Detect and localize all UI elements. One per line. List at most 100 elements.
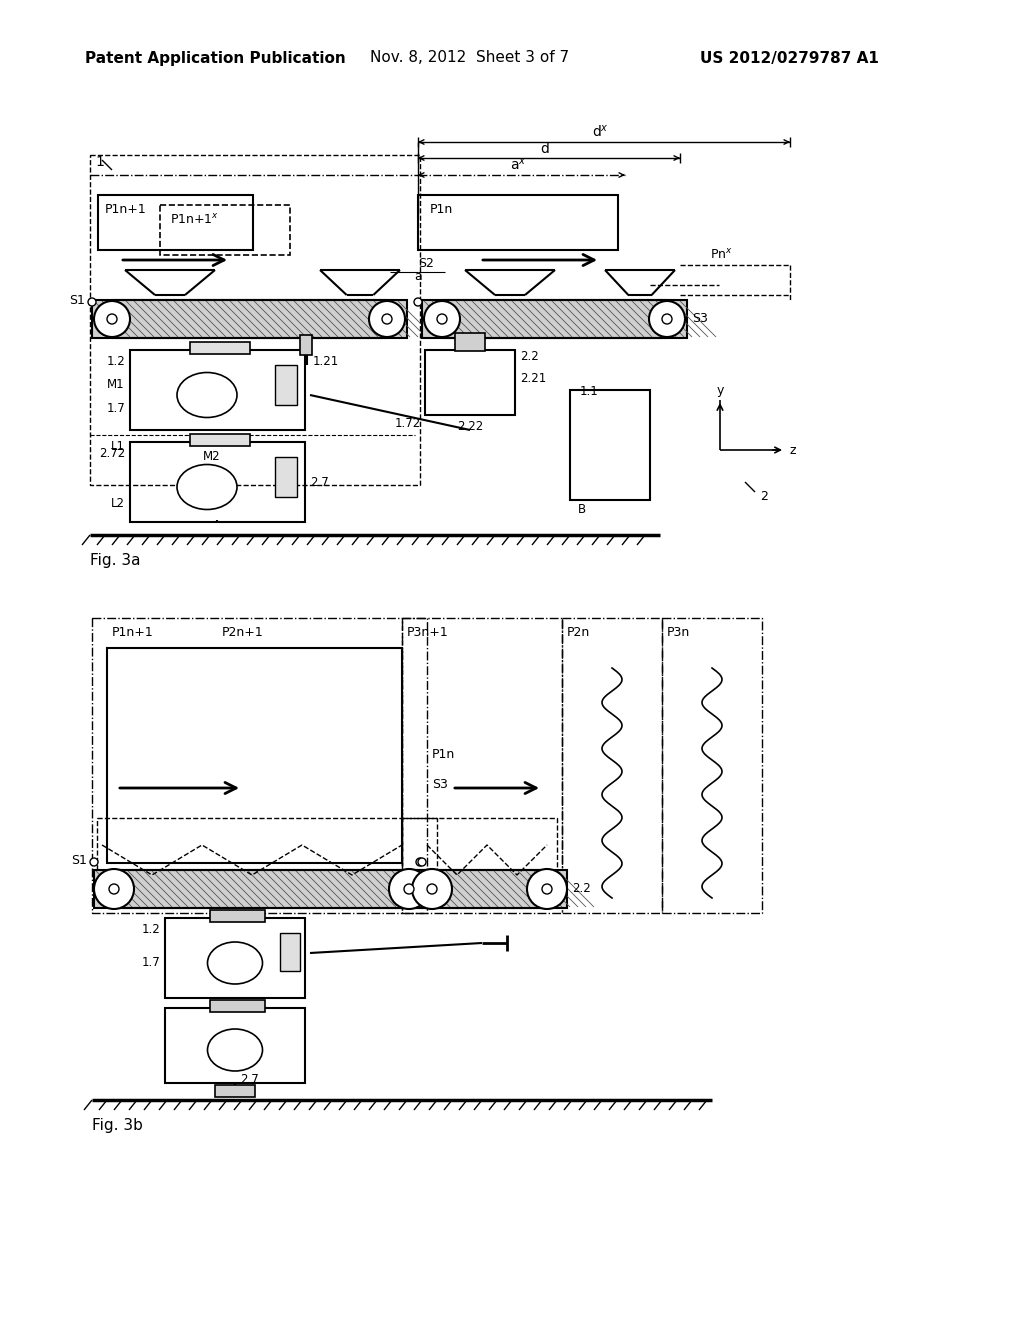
Text: 1.7: 1.7 [106,403,125,414]
Circle shape [649,301,685,337]
Bar [455,333,485,351]
Text: a$^x$: a$^x$ [510,157,526,173]
Text: 2.21: 2.21 [520,372,546,385]
Ellipse shape [177,372,237,417]
Bar [275,366,297,405]
Bar [402,618,562,913]
Bar [98,195,253,249]
Bar [190,342,250,354]
Text: P1n: P1n [432,748,456,762]
Bar [275,457,297,498]
Bar [422,300,687,338]
Bar [165,1008,305,1082]
Bar [562,618,662,913]
Text: Pn$^x$: Pn$^x$ [710,248,733,261]
Text: S2: S2 [418,257,434,271]
Bar [215,1085,255,1097]
Bar [662,618,762,913]
Circle shape [109,884,119,894]
Text: P3n: P3n [667,626,690,639]
Text: 2.2: 2.2 [520,350,539,363]
Bar [165,917,305,998]
Circle shape [418,858,426,866]
Text: 1.2: 1.2 [106,355,125,368]
Text: 2.22: 2.22 [457,420,483,433]
Text: P1n+1$^x$: P1n+1$^x$ [170,213,219,227]
Text: 1.2: 1.2 [141,923,160,936]
Text: M1: M1 [108,378,125,391]
Text: z: z [790,444,797,457]
Bar [97,818,437,883]
Bar [570,389,650,500]
Text: S3: S3 [692,313,708,326]
Text: P1n: P1n [430,203,454,216]
Text: 2.72: 2.72 [98,447,125,459]
Bar [94,870,429,908]
Circle shape [414,298,422,306]
Bar [412,870,567,908]
Text: P2n+1: P2n+1 [222,626,264,639]
Circle shape [542,884,552,894]
Text: a: a [414,271,422,282]
Bar [418,195,618,249]
Circle shape [88,298,96,306]
Text: L1: L1 [111,440,125,453]
Bar [210,909,265,921]
Bar [402,818,557,883]
Text: P1n+1: P1n+1 [105,203,146,216]
Circle shape [437,314,447,323]
Bar [106,648,402,863]
Text: 1.72: 1.72 [395,417,421,430]
Circle shape [106,314,117,323]
Text: M2: M2 [203,450,221,463]
Text: S1: S1 [71,854,87,866]
Text: d$^x$: d$^x$ [592,124,608,140]
Text: S3: S3 [432,777,447,791]
Bar [92,300,407,338]
Bar [130,350,305,430]
Bar [425,350,515,414]
Text: S1: S1 [70,293,85,306]
Circle shape [389,869,429,909]
Text: B: B [578,503,586,516]
Text: Patent Application Publication: Patent Application Publication [85,50,346,66]
Circle shape [424,301,460,337]
Text: 2.7: 2.7 [310,475,329,488]
Text: 1.21: 1.21 [313,355,339,368]
Ellipse shape [208,942,262,983]
Bar [210,1001,265,1012]
Text: L2: L2 [111,498,125,510]
Circle shape [416,858,424,866]
Text: P3n+1: P3n+1 [407,626,449,639]
Circle shape [404,884,414,894]
Bar [92,618,427,913]
Circle shape [94,301,130,337]
Ellipse shape [177,465,237,510]
Text: US 2012/0279787 A1: US 2012/0279787 A1 [700,50,879,66]
Ellipse shape [208,1030,262,1071]
Text: 1.1: 1.1 [580,385,599,399]
Circle shape [412,869,452,909]
Text: 1: 1 [95,154,103,169]
Text: P2n: P2n [567,626,590,639]
Text: Fig. 3a: Fig. 3a [90,553,140,568]
Bar [90,154,420,484]
Text: d: d [541,143,550,156]
Text: Fig. 3b: Fig. 3b [92,1118,143,1133]
Circle shape [94,869,134,909]
Text: P1n+1: P1n+1 [112,626,154,639]
Text: y: y [717,384,724,397]
Circle shape [369,301,406,337]
Bar [190,434,250,446]
Bar [160,205,290,255]
Circle shape [662,314,672,323]
Text: 1.7: 1.7 [141,956,160,969]
Text: Nov. 8, 2012  Sheet 3 of 7: Nov. 8, 2012 Sheet 3 of 7 [370,50,569,66]
Text: 2.2: 2.2 [572,883,591,895]
Circle shape [527,869,567,909]
Circle shape [382,314,392,323]
Text: 2: 2 [760,490,768,503]
Circle shape [90,858,98,866]
Circle shape [427,884,437,894]
Text: 2.7: 2.7 [240,1073,259,1086]
